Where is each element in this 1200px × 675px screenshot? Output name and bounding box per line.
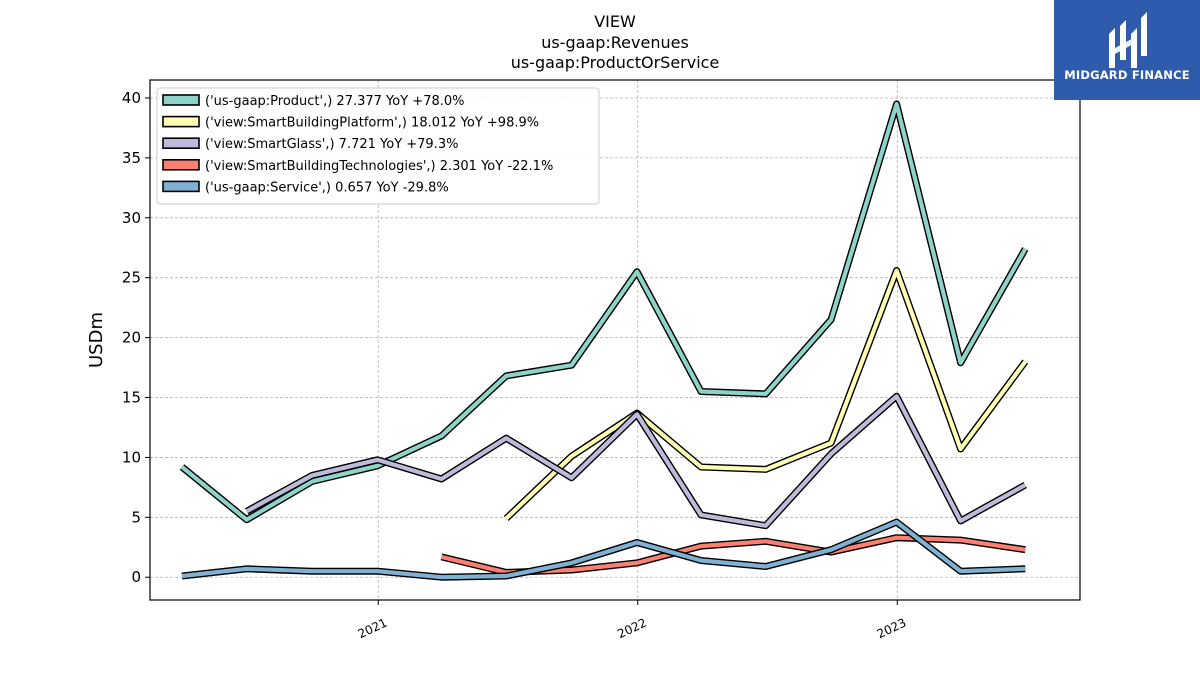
legend-swatch	[162, 137, 200, 149]
y-axis: 0 5 10 15 20 25 30 35 40	[122, 89, 150, 586]
midgard-logo: MIDGARD FINANCE	[1054, 0, 1200, 100]
legend-swatch	[162, 115, 200, 128]
y-tick-label: 0	[131, 568, 141, 586]
series-2	[245, 392, 1027, 530]
x-axis: 2021 2022 2023	[356, 600, 909, 642]
chart-title-line-2: us-gaap:Revenues	[541, 33, 689, 52]
y-tick-label: 30	[122, 209, 141, 227]
y-tick-label: 25	[122, 269, 141, 287]
series-line	[504, 268, 1027, 521]
series-0	[179, 100, 1029, 524]
x-tick-label: 2021	[356, 616, 390, 642]
legend-swatch	[162, 94, 200, 106]
legend: ('us-gaap:Product',) 27.377 YoY +78.0% ('…	[156, 87, 600, 205]
y-tick-label: 5	[131, 508, 141, 526]
series-layer	[179, 100, 1029, 581]
x-tick-label: 2022	[615, 616, 649, 642]
legend-swatch	[162, 159, 200, 171]
series-line	[181, 519, 1026, 580]
legend-entry: ('view:SmartGlass',) 7.721 YoY +79.3%	[205, 137, 458, 152]
series-line	[180, 101, 1028, 522]
chart-title: VIEW us-gaap:Revenues us-gaap:ProductOrS…	[511, 12, 720, 72]
legend-entry: ('us-gaap:Service',) 0.657 YoY -29.8%	[205, 180, 449, 195]
grid-lines	[150, 80, 1080, 600]
legend-swatch	[162, 180, 200, 193]
logo-text: MIDGARD FINANCE	[1064, 68, 1190, 82]
series-line	[245, 394, 1027, 528]
legend-box	[156, 87, 600, 205]
x-tick-label: 2023	[875, 616, 909, 642]
series-4	[181, 518, 1026, 581]
y-tick-label: 10	[122, 448, 141, 466]
y-axis-label: USDm	[86, 312, 107, 368]
plot-frame	[149, 79, 1081, 601]
legend-entry: ('view:SmartBuildingTechnologies',) 2.30…	[205, 159, 553, 174]
legend-entry: ('us-gaap:Product',) 27.377 YoY +78.0%	[205, 94, 465, 109]
chart-title-line-1: VIEW	[594, 12, 636, 31]
y-tick-label: 35	[122, 149, 141, 167]
y-tick-label: 40	[122, 89, 141, 107]
series-1	[503, 267, 1029, 522]
y-tick-label: 20	[122, 329, 141, 347]
midgard-logo-icon	[1109, 12, 1147, 68]
chart-title-line-3: us-gaap:ProductOrService	[511, 53, 720, 72]
legend-entry: ('view:SmartBuildingPlatform',) 18.012 Y…	[205, 116, 539, 131]
y-tick-label: 15	[122, 389, 141, 407]
